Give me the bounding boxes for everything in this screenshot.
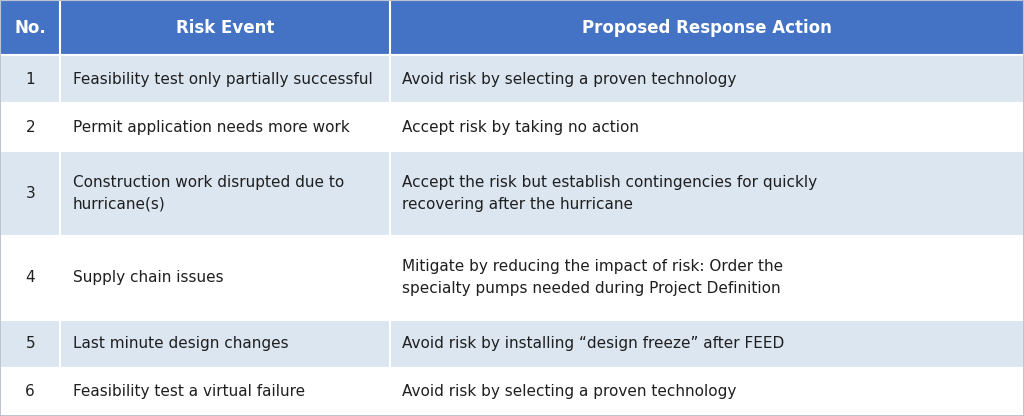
Text: Feasibility test a virtual failure: Feasibility test a virtual failure xyxy=(73,384,305,399)
Bar xyxy=(0,151,1024,235)
Text: Accept the risk but establish contingencies for quickly
recovering after the hur: Accept the risk but establish contingenc… xyxy=(402,175,817,212)
Text: 2: 2 xyxy=(26,120,35,135)
Text: 5: 5 xyxy=(26,337,35,352)
Text: 6: 6 xyxy=(26,384,35,399)
Text: Permit application needs more work: Permit application needs more work xyxy=(73,120,349,135)
Text: Construction work disrupted due to
hurricane(s): Construction work disrupted due to hurri… xyxy=(73,175,344,212)
Text: Avoid risk by selecting a proven technology: Avoid risk by selecting a proven technol… xyxy=(402,72,737,87)
Text: Supply chain issues: Supply chain issues xyxy=(73,270,223,285)
Text: Feasibility test only partially successful: Feasibility test only partially successf… xyxy=(73,72,373,87)
Text: No.: No. xyxy=(14,19,46,37)
Bar xyxy=(0,55,1024,104)
Bar xyxy=(0,368,1024,416)
Text: Avoid risk by selecting a proven technology: Avoid risk by selecting a proven technol… xyxy=(402,384,737,399)
Bar xyxy=(0,104,1024,151)
Text: Risk Event: Risk Event xyxy=(176,19,274,37)
Bar xyxy=(0,235,1024,320)
Text: 3: 3 xyxy=(26,186,35,201)
Text: Proposed Response Action: Proposed Response Action xyxy=(582,19,833,37)
Text: 1: 1 xyxy=(26,72,35,87)
Text: Accept risk by taking no action: Accept risk by taking no action xyxy=(402,120,639,135)
Text: Last minute design changes: Last minute design changes xyxy=(73,337,289,352)
Text: 4: 4 xyxy=(26,270,35,285)
Bar xyxy=(0,320,1024,368)
Bar xyxy=(0,0,1024,55)
Text: Avoid risk by installing “design freeze” after FEED: Avoid risk by installing “design freeze”… xyxy=(402,337,784,352)
Text: Mitigate by reducing the impact of risk: Order the
specialty pumps needed during: Mitigate by reducing the impact of risk:… xyxy=(402,260,783,296)
